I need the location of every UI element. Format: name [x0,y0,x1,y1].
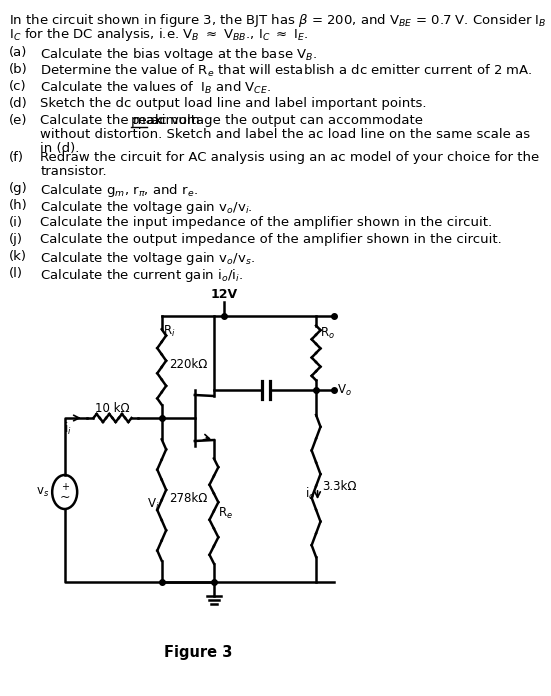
Text: 3.3kΩ: 3.3kΩ [322,480,356,493]
Text: Sketch the dc output load line and label important points.: Sketch the dc output load line and label… [40,97,427,110]
Text: (k): (k) [9,250,27,263]
Text: (g): (g) [9,182,28,195]
Text: R$_e$: R$_e$ [218,505,233,521]
Text: Calculate the current gain i$_o$/i$_i$.: Calculate the current gain i$_o$/i$_i$. [40,267,244,284]
Text: +: + [61,482,69,492]
Text: In the circuit shown in figure 3, the BJT has $\beta$ = 200, and V$_{BE}$ = 0.7 : In the circuit shown in figure 3, the BJ… [9,12,551,29]
Text: v$_s$: v$_s$ [36,485,49,498]
Text: Determine the value of R$_e$ that will establish a dc emitter current of 2 mA.: Determine the value of R$_e$ that will e… [40,63,533,79]
Text: R$_o$: R$_o$ [320,326,334,341]
Text: Calculate the output impedance of the amplifier shown in the circuit.: Calculate the output impedance of the am… [40,233,502,246]
Text: (l): (l) [9,267,23,280]
Text: Figure 3: Figure 3 [164,645,233,660]
Text: i$_i$: i$_i$ [64,421,72,437]
Text: R$_i$: R$_i$ [163,324,176,339]
Text: without distortion. Sketch and label the ac load line on the same scale as: without distortion. Sketch and label the… [40,128,531,141]
Text: 278kΩ: 278kΩ [169,491,207,505]
Text: Calculate the bias voltage at the base V$_B$.: Calculate the bias voltage at the base V… [40,46,317,63]
Text: i$_o$: i$_o$ [305,486,315,502]
Text: Calculate the maximum: Calculate the maximum [40,114,204,127]
Text: 12V: 12V [210,288,237,301]
Text: (h): (h) [9,199,28,212]
Text: Redraw the circuit for AC analysis using an ac model of your choice for the: Redraw the circuit for AC analysis using… [40,151,539,164]
Text: (e): (e) [9,114,28,127]
Text: Calculate the values of  I$_B$ and V$_{CE}$.: Calculate the values of I$_B$ and V$_{CE… [40,80,272,96]
Text: V$_i$: V$_i$ [147,496,159,512]
Text: Calculate the voltage gain v$_o$/v$_i$.: Calculate the voltage gain v$_o$/v$_i$. [40,199,253,216]
Text: in (d).: in (d). [40,142,80,155]
Text: 10 kΩ: 10 kΩ [95,402,130,415]
Text: Calculate the voltage gain v$_o$/v$_s$.: Calculate the voltage gain v$_o$/v$_s$. [40,250,255,267]
Text: transistor.: transistor. [40,165,107,178]
Text: I$_C$ for the DC analysis, i.e. V$_B$ $\approx$ V$_{BB}$., I$_C$ $\approx$ I$_E$: I$_C$ for the DC analysis, i.e. V$_B$ $\… [9,26,309,43]
Text: (j): (j) [9,233,23,246]
Text: V$_o$: V$_o$ [337,382,352,397]
Text: (i): (i) [9,216,23,229]
Text: (b): (b) [9,63,28,76]
Text: Calculate the input impedance of the amplifier shown in the circuit.: Calculate the input impedance of the amp… [40,216,493,229]
Text: ac voltage the output can accommodate: ac voltage the output can accommodate [147,114,423,127]
Text: (a): (a) [9,46,27,59]
Text: Calculate g$_m$, r$_\pi$, and r$_e$.: Calculate g$_m$, r$_\pi$, and r$_e$. [40,182,198,199]
Text: ~: ~ [60,491,70,503]
Text: (d): (d) [9,97,28,110]
Text: (f): (f) [9,151,24,164]
Text: (c): (c) [9,80,26,93]
Text: peak: peak [131,114,163,127]
Text: 220kΩ: 220kΩ [169,358,207,372]
